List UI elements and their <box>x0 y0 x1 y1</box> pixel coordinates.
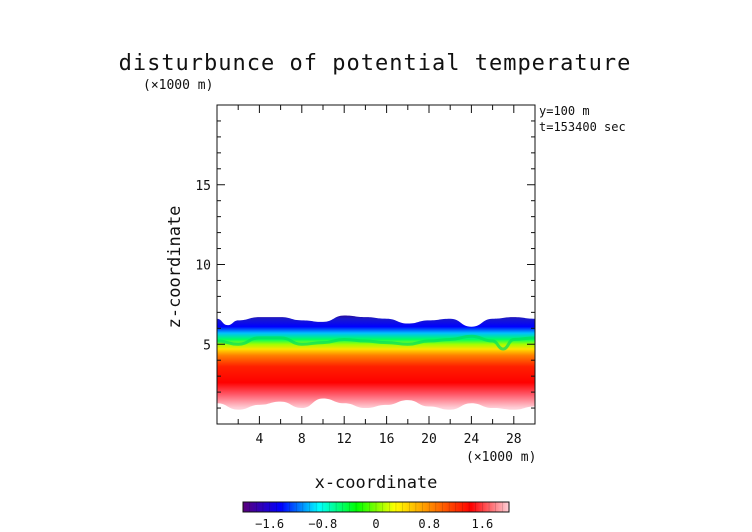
time-annotation: t=153400 sec <box>539 120 626 134</box>
axis-ticks: 4 8 12 16 20 24 28 5 10 15 <box>195 105 535 447</box>
x-tick-label: 4 <box>255 432 263 447</box>
y-tick-label: 5 <box>203 338 211 353</box>
field-green-band <box>217 334 535 351</box>
colorbar-tick-label: 0 <box>372 517 379 531</box>
y-axis-label: z-coordinate <box>165 206 185 329</box>
x-tick-label: 24 <box>464 432 480 447</box>
x-axis-label: x-coordinate <box>315 473 438 493</box>
colorbar-tick-label: −0.8 <box>308 517 337 531</box>
colorbar-tick-label: 1.6 <box>472 517 494 531</box>
colorbar <box>242 501 510 513</box>
z-unit-label: (×1000 m) <box>143 78 213 93</box>
x-tick-label: 28 <box>506 432 522 447</box>
x-tick-label: 8 <box>298 432 306 447</box>
colorbar-tick-label: 0.8 <box>418 517 440 531</box>
x-tick-label: 12 <box>336 432 352 447</box>
x-unit-label: (×1000 m) <box>466 450 536 465</box>
field-area <box>217 315 535 410</box>
field-fill <box>217 315 535 410</box>
y-section-annotation: y=100 m <box>539 104 590 118</box>
x-tick-label: 16 <box>379 432 395 447</box>
x-tick-label: 20 <box>421 432 437 447</box>
y-tick-label: 10 <box>195 259 211 274</box>
y-tick-label: 15 <box>195 179 211 194</box>
colorbar-tick-label: −1.6 <box>255 517 284 531</box>
colorbar-ticks: −1.6 −0.8 0 0.8 1.6 <box>249 502 503 531</box>
chart-title: disturbunce of potential temperature <box>119 51 632 76</box>
